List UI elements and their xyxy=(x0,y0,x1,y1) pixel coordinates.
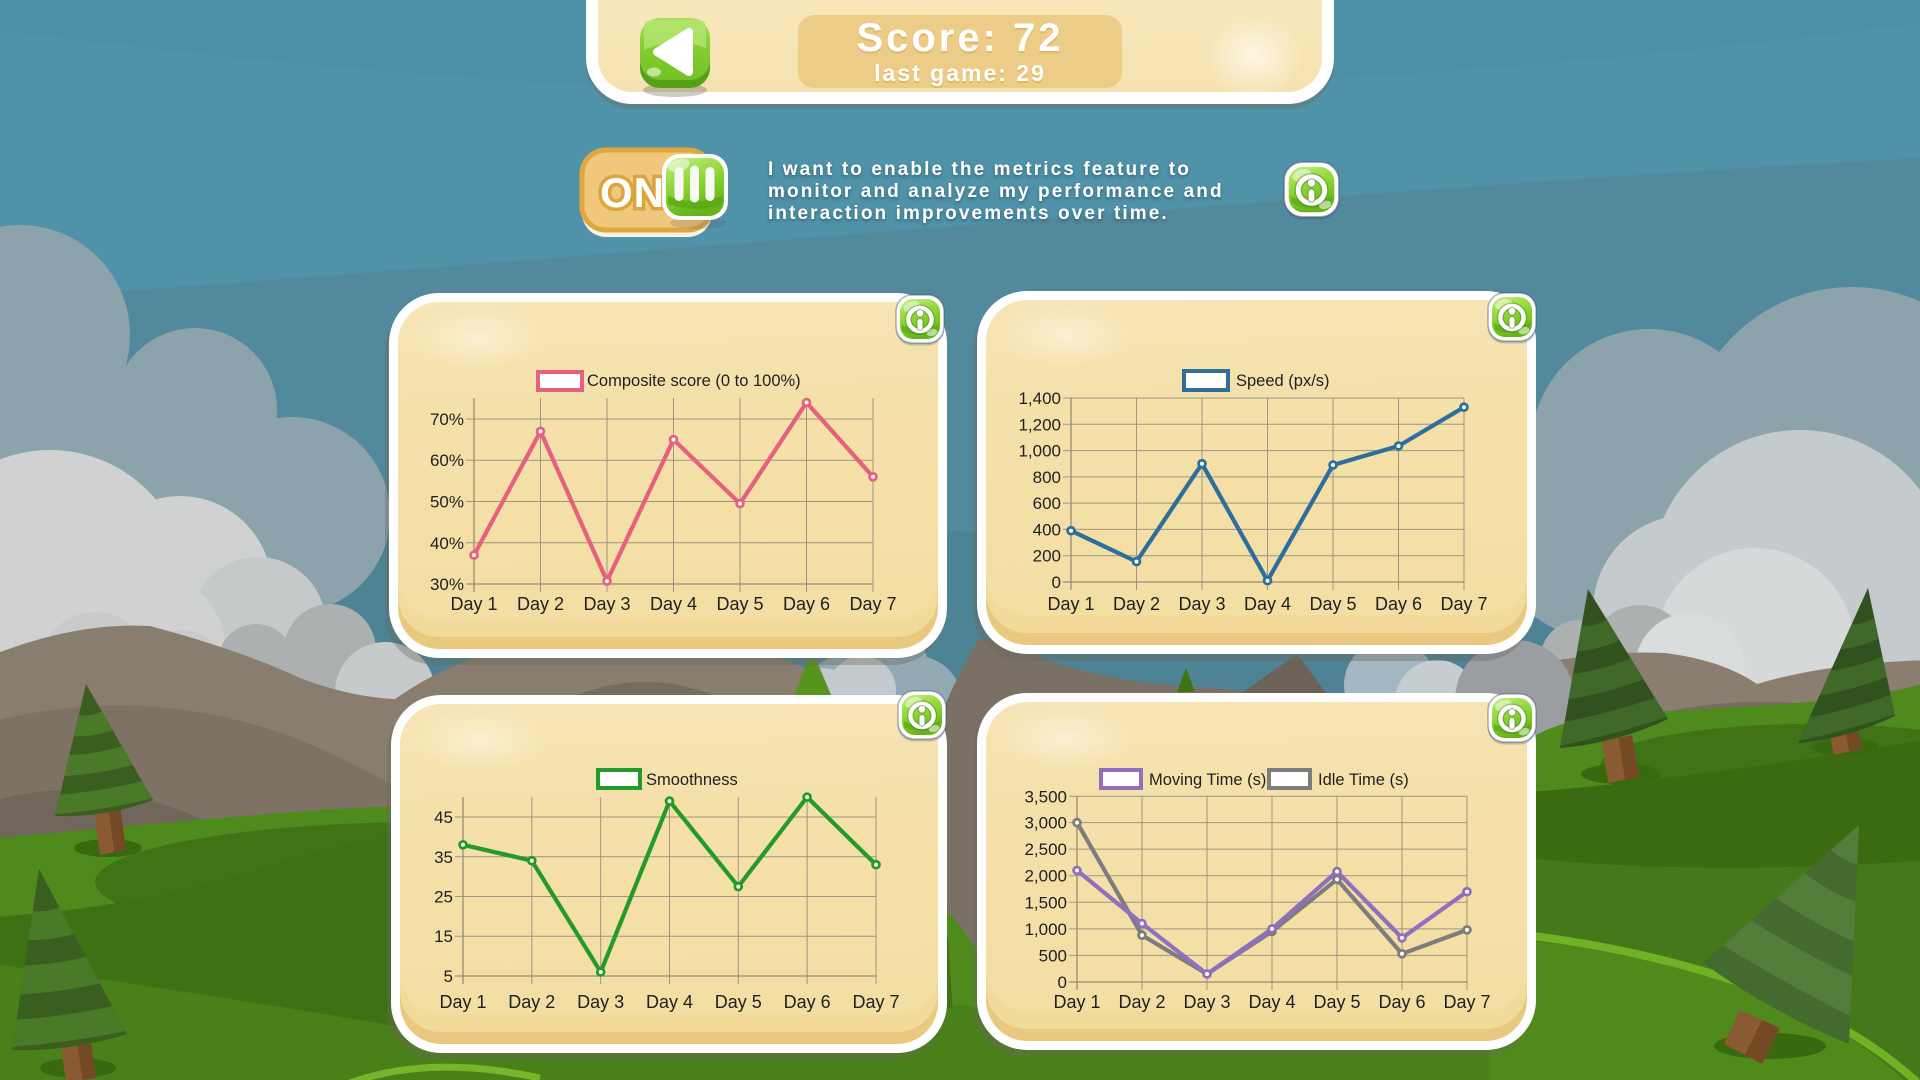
svg-text:1,500: 1,500 xyxy=(1024,893,1067,912)
svg-text:800: 800 xyxy=(1033,468,1061,487)
svg-text:Idle Time (s): Idle Time (s) xyxy=(1318,771,1409,789)
svg-text:Day 1: Day 1 xyxy=(439,992,486,1012)
svg-text:Day 5: Day 5 xyxy=(1309,594,1356,614)
svg-text:Day 7: Day 7 xyxy=(852,992,899,1012)
svg-text:2,000: 2,000 xyxy=(1024,867,1067,886)
svg-text:Day 4: Day 4 xyxy=(646,992,693,1012)
svg-text:Day 5: Day 5 xyxy=(1313,992,1360,1012)
svg-text:Day 4: Day 4 xyxy=(1244,594,1291,614)
svg-text:400: 400 xyxy=(1033,520,1061,539)
svg-text:35: 35 xyxy=(434,848,453,867)
svg-text:Day 4: Day 4 xyxy=(650,594,697,614)
svg-text:Day 6: Day 6 xyxy=(783,594,830,614)
svg-text:Day 6: Day 6 xyxy=(784,992,831,1012)
svg-text:Day 2: Day 2 xyxy=(1118,992,1165,1012)
svg-text:50%: 50% xyxy=(430,493,464,512)
svg-text:Day 3: Day 3 xyxy=(577,992,624,1012)
svg-text:Day 1: Day 1 xyxy=(450,594,497,614)
svg-text:0: 0 xyxy=(1058,973,1067,992)
svg-text:Day 2: Day 2 xyxy=(517,594,564,614)
svg-text:2,500: 2,500 xyxy=(1024,840,1067,859)
svg-text:1,000: 1,000 xyxy=(1024,920,1067,939)
svg-text:Day 1: Day 1 xyxy=(1047,594,1094,614)
svg-text:3,000: 3,000 xyxy=(1024,814,1067,833)
svg-text:60%: 60% xyxy=(430,451,464,470)
svg-text:Day 3: Day 3 xyxy=(1183,992,1230,1012)
svg-text:Day 3: Day 3 xyxy=(583,594,630,614)
svg-text:500: 500 xyxy=(1039,946,1067,965)
svg-text:15: 15 xyxy=(434,927,453,946)
svg-text:1,400: 1,400 xyxy=(1018,389,1061,408)
svg-text:Smoothness: Smoothness xyxy=(646,771,738,789)
svg-text:Day 7: Day 7 xyxy=(1443,992,1490,1012)
svg-text:Day 2: Day 2 xyxy=(508,992,555,1012)
svg-text:Day 3: Day 3 xyxy=(1178,594,1225,614)
svg-text:1,200: 1,200 xyxy=(1018,415,1061,434)
svg-text:Speed (px/s): Speed (px/s) xyxy=(1236,372,1330,390)
svg-text:40%: 40% xyxy=(430,534,464,553)
svg-text:Moving Time (s): Moving Time (s) xyxy=(1149,771,1266,789)
svg-text:Day 5: Day 5 xyxy=(716,594,763,614)
svg-text:1,000: 1,000 xyxy=(1018,442,1061,461)
svg-text:0: 0 xyxy=(1052,573,1061,592)
svg-text:25: 25 xyxy=(434,888,453,907)
svg-text:600: 600 xyxy=(1033,494,1061,513)
svg-text:Composite score (0 to 100%): Composite score (0 to 100%) xyxy=(587,372,801,390)
svg-text:30%: 30% xyxy=(430,575,464,594)
svg-text:200: 200 xyxy=(1033,547,1061,566)
svg-text:3,500: 3,500 xyxy=(1024,787,1067,806)
svg-text:Day 6: Day 6 xyxy=(1378,992,1425,1012)
svg-text:70%: 70% xyxy=(430,410,464,429)
svg-text:Day 2: Day 2 xyxy=(1113,594,1160,614)
svg-text:ON: ON xyxy=(600,169,665,216)
svg-text:Day 4: Day 4 xyxy=(1248,992,1295,1012)
svg-text:Day 5: Day 5 xyxy=(715,992,762,1012)
svg-text:Day 1: Day 1 xyxy=(1053,992,1100,1012)
svg-text:Day 6: Day 6 xyxy=(1375,594,1422,614)
svg-text:Day 7: Day 7 xyxy=(849,594,896,614)
svg-text:45: 45 xyxy=(434,808,453,827)
svg-text:5: 5 xyxy=(444,967,453,986)
svg-text:Day 7: Day 7 xyxy=(1440,594,1487,614)
